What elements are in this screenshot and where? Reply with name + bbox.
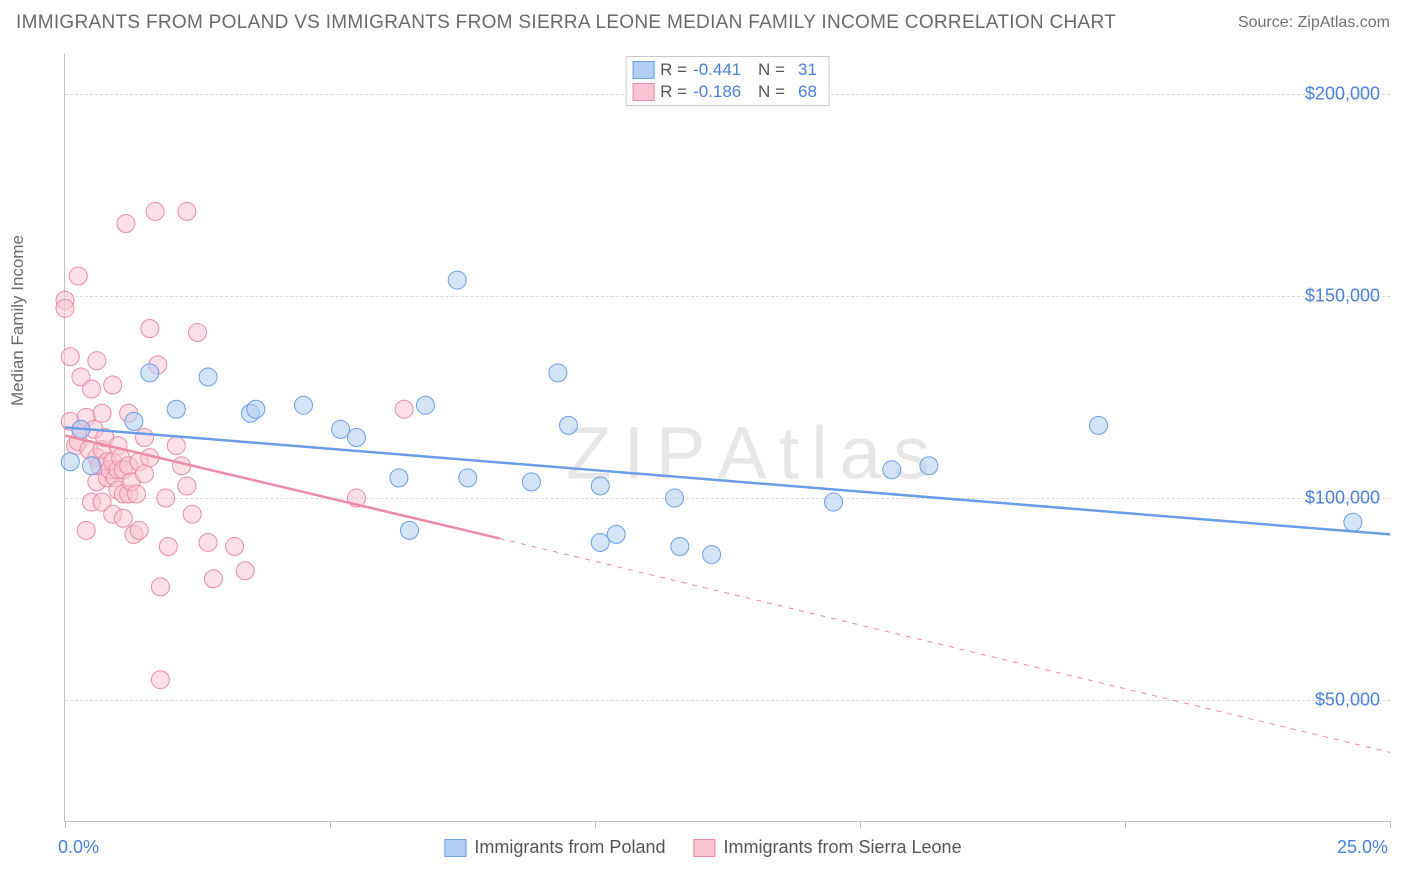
x-axis-min-label: 0.0% <box>58 837 99 858</box>
trend-line <box>65 435 500 538</box>
x-tick <box>65 821 66 828</box>
swatch-series1 <box>632 61 654 79</box>
y-axis-label: Median Family Income <box>8 235 28 406</box>
legend-label: Immigrants from Poland <box>474 837 665 858</box>
x-tick <box>330 821 331 828</box>
x-axis-max-label: 25.0% <box>1337 837 1388 858</box>
chart-container: Median Family Income ZIPAtlas R = -0.441… <box>16 46 1390 876</box>
correlation-legend: R = -0.441 N = 31 R = -0.186 N = 68 <box>625 56 830 106</box>
r-value: -0.186 <box>693 82 741 102</box>
x-tick <box>1125 821 1126 828</box>
series-legend: Immigrants from Poland Immigrants from S… <box>444 837 961 858</box>
x-tick <box>860 821 861 828</box>
legend-item-series2: Immigrants from Sierra Leone <box>693 837 961 858</box>
plot-area: ZIPAtlas R = -0.441 N = 31 R = -0.186 N … <box>64 54 1390 822</box>
swatch-series1 <box>444 839 466 857</box>
r-value: -0.441 <box>693 60 741 80</box>
trend-lines-layer <box>65 54 1390 821</box>
page-title: IMMIGRANTS FROM POLAND VS IMMIGRANTS FRO… <box>16 12 1116 34</box>
n-value: 31 <box>791 60 817 80</box>
legend-row-series2: R = -0.186 N = 68 <box>632 81 817 103</box>
n-label: N = <box>758 60 785 80</box>
trend-line <box>65 427 1390 534</box>
legend-row-series1: R = -0.441 N = 31 <box>632 59 817 81</box>
source-attribution: Source: ZipAtlas.com <box>1238 14 1390 32</box>
n-value: 68 <box>791 82 817 102</box>
r-label: R = <box>660 60 687 80</box>
legend-label: Immigrants from Sierra Leone <box>723 837 961 858</box>
x-tick <box>1390 821 1391 828</box>
n-label: N = <box>758 82 785 102</box>
r-label: R = <box>660 82 687 102</box>
trend-line <box>500 538 1390 752</box>
swatch-series2 <box>693 839 715 857</box>
legend-item-series1: Immigrants from Poland <box>444 837 665 858</box>
x-tick <box>595 821 596 828</box>
swatch-series2 <box>632 83 654 101</box>
